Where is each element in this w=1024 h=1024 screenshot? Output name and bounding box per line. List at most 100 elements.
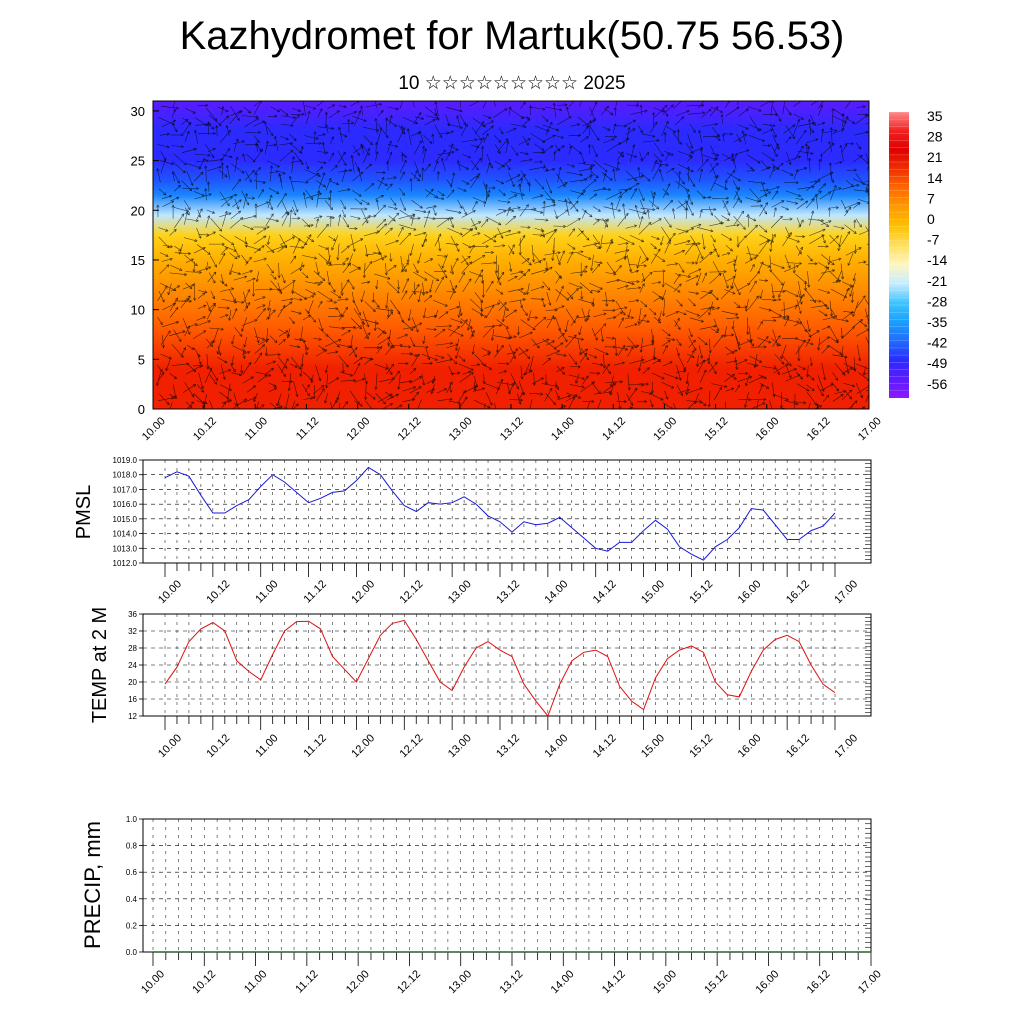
wind-arrow (627, 280, 640, 284)
x-tick-label: 12.00 (344, 415, 372, 443)
wind-arrow (196, 208, 203, 220)
wind-arrow (265, 243, 275, 253)
wind-arrow (555, 390, 560, 399)
wind-arrow (193, 171, 204, 182)
wind-arrow (205, 215, 211, 229)
wind-arrow (602, 187, 612, 192)
wind-arrow (721, 310, 739, 316)
wind-arrow (808, 118, 812, 136)
wind-arrow (264, 347, 268, 356)
wind-arrow (219, 234, 235, 246)
wind-arrow (757, 337, 772, 344)
wind-arrow (324, 393, 328, 404)
wind-arrow (157, 365, 163, 373)
wind-arrow (710, 106, 724, 113)
wind-arrow (844, 101, 852, 109)
x-tick-label: 16.00 (753, 968, 781, 996)
wind-arrow (182, 318, 191, 335)
wind-arrow (697, 408, 699, 409)
wind-arrow (601, 172, 613, 181)
wind-arrow (544, 409, 557, 412)
wind-arrow (841, 184, 860, 190)
wind-arrow (702, 195, 712, 199)
wind-arrow (208, 242, 225, 246)
wind-arrow (494, 144, 501, 155)
wind-arrow (399, 379, 413, 383)
wind-arrow (232, 308, 238, 319)
wind-arrow (613, 361, 625, 366)
wind-arrow (422, 408, 424, 409)
wind-arrow (546, 291, 552, 306)
wind-arrow (290, 159, 302, 163)
wind-arrow (220, 196, 233, 208)
wind-arrow (266, 360, 276, 365)
wind-arrow (460, 255, 471, 264)
wind-arrow (865, 189, 869, 191)
wind-arrow (746, 213, 750, 228)
wind-arrow (288, 175, 295, 192)
wind-arrow (457, 163, 469, 170)
x-tick-label: 12.00 (344, 968, 372, 996)
wind-arrow (498, 302, 507, 311)
wind-arrow (218, 306, 230, 310)
wind-arrow (360, 143, 364, 154)
wind-arrow (725, 401, 726, 409)
wind-arrow (774, 364, 780, 376)
wind-arrow (352, 144, 360, 156)
wind-arrow (732, 197, 740, 209)
wind-arrow (773, 143, 779, 153)
wind-arrow (606, 336, 615, 340)
wind-arrow (171, 204, 175, 219)
y-tick-label: 15 (131, 253, 145, 268)
wind-arrow (373, 320, 377, 331)
wind-arrow (588, 120, 592, 136)
wind-arrow (417, 252, 422, 264)
wind-arrow (589, 282, 603, 290)
wind-arrow (688, 339, 696, 348)
wind-arrow (782, 232, 792, 247)
y-tick-label: 24 (128, 661, 137, 670)
wind-arrow (637, 400, 648, 404)
wind-arrow (665, 337, 676, 341)
wind-arrow (505, 231, 521, 237)
wind-arrow (234, 198, 240, 210)
wind-arrow (760, 188, 770, 192)
wind-arrow (697, 336, 708, 346)
wind-arrow (822, 394, 830, 402)
wind-arrow (423, 210, 431, 228)
wind-arrow (185, 270, 202, 274)
wind-arrow (865, 226, 869, 233)
wind-arrow (506, 335, 517, 339)
wind-arrow (816, 384, 824, 397)
wind-arrow (182, 283, 195, 290)
wind-arrow (557, 332, 565, 340)
wind-arrow (723, 200, 729, 209)
wind-arrow (626, 286, 642, 290)
wind-arrow (388, 206, 398, 210)
wind-arrow (568, 288, 579, 299)
wind-arrow (484, 183, 488, 201)
wind-arrow (402, 278, 409, 293)
wind-arrow (406, 128, 412, 146)
wind-arrow (340, 378, 357, 383)
wind-arrow (566, 171, 583, 177)
wind-arrow (661, 289, 667, 301)
wind-arrow (578, 348, 589, 356)
wind-arrow (505, 163, 511, 171)
wind-arrow (803, 280, 808, 291)
wind-arrow (289, 133, 297, 142)
wind-arrow (374, 273, 391, 280)
wind-arrow (445, 209, 462, 214)
wind-arrow (436, 171, 440, 181)
wind-arrow (604, 345, 616, 349)
wind-arrow (794, 235, 806, 239)
wind-arrow (338, 306, 348, 321)
wind-arrow (686, 261, 695, 265)
wind-arrow (566, 291, 574, 300)
wind-arrow (459, 114, 467, 126)
wind-arrow (397, 374, 401, 390)
wind-arrow (402, 117, 419, 125)
wind-arrow (721, 215, 730, 221)
wind-arrow (317, 161, 327, 165)
wind-arrow (421, 373, 426, 386)
